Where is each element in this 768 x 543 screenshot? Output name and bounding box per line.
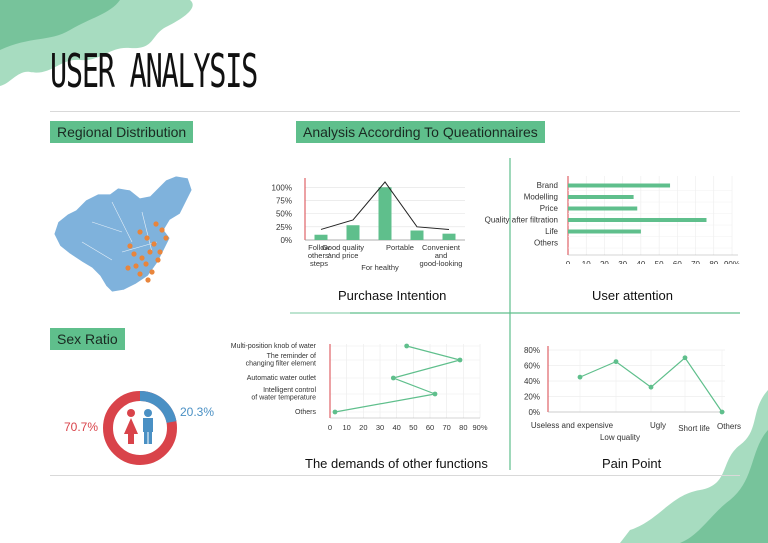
x-tick-label: 0 [328,423,332,432]
y-tick-label: 25% [276,223,292,232]
x-tick-label: 50 [409,423,417,432]
bar [410,230,424,240]
x-tick-label: 30 [618,260,627,264]
x-tick-label: 50 [655,260,664,264]
x-tick-label: Useless and expensive [531,421,614,430]
map-dots [125,221,169,283]
demands-caption: The demands of other functions [305,456,488,471]
y-tick-label: 80% [524,346,540,355]
y-tick-label: 40% [524,377,540,386]
category-label: Price [540,204,559,213]
category-label: Brand [537,181,558,190]
x-tick-label: 80 [459,423,467,432]
category-label: Intelligent control of water temperature [251,387,316,402]
x-tick-label: 90% [724,260,740,264]
data-point [577,374,583,380]
sex-ratio-label: Sex Ratio [50,328,125,350]
y-tick-label: 75% [276,196,292,205]
x-tick-label: 40 [392,423,400,432]
data-point [390,375,396,381]
x-tick-label: Convenient and good-looking [420,243,463,268]
x-tick-label: 40 [636,260,645,264]
x-tick-label: 30 [376,423,384,432]
male-icon [143,409,153,444]
page-title: USER ANALYSIS [50,44,258,98]
data-point [404,343,410,349]
x-tick-label: 20 [600,260,609,264]
x-tick-label: Good quality and price [322,243,364,260]
category-label: Quality after filtration [485,216,558,225]
y-tick-label: 20% [524,393,540,402]
category-label: Others [295,409,317,416]
y-tick-label: 0% [528,408,540,417]
purchase-intention-caption: Purchase Intention [338,288,447,303]
x-tick-label: Short life [678,424,710,433]
data-point [682,355,688,361]
x-tick-label: For healthy [361,263,399,272]
bar [442,233,456,240]
x-tick-label: 10 [342,423,350,432]
data-point [432,391,438,397]
data-point [332,409,338,415]
x-tick-label: 10 [582,260,591,264]
category-label: Modelling [524,193,558,202]
data-point [719,409,725,415]
user-attention-chart: 0 10 20 30 40 50 60 70 80 90% Brand Modelling Price Q… [485,176,740,264]
female-percentage: 70.7% [64,420,99,434]
x-tick-label: 90% [472,423,487,432]
china-map [53,175,193,293]
bar [568,229,641,234]
category-label: The reminder of changing filter element [246,353,316,368]
data-point [613,359,619,365]
male-arc [139,390,177,424]
category-label: Automatic water outlet [247,375,316,382]
data-point [648,384,654,390]
footer-divider [50,475,740,476]
x-tick-label: Others [717,422,741,431]
series-line [334,345,463,413]
regional-distribution-label: Regional Distribution [50,121,194,143]
demands-chart: 0 10 20 30 40 50 60 70 80 90% Multi-position knob … [231,343,488,432]
pain-point-chart: 80% 60% 40% 20% 0% Useless and expensive Low q… [524,346,741,442]
x-tick-label: 20 [359,423,367,432]
questionnaire-analysis-label: Analysis According To Queationnaires [296,121,545,143]
bar [378,187,392,240]
female-icon [124,409,138,444]
x-tick-label: 60 [426,423,434,432]
bar [346,225,360,240]
header-divider [50,111,740,112]
category-label: Others [534,239,558,248]
bar [314,234,328,240]
category-label: Multi-position knob of water [231,343,317,350]
x-tick-label: 60 [673,260,682,264]
y-tick-label: 0% [280,236,292,245]
sex-ratio-donut [103,390,177,465]
x-tick-label: 70 [442,423,450,432]
x-tick-label: 70 [691,260,700,264]
bar [568,206,638,211]
bar [568,218,707,222]
pain-point-caption: Pain Point [602,456,662,471]
china-map-shape [53,175,193,293]
trend-line [320,181,450,230]
category-label: Life [545,227,558,236]
x-tick-label: Ugly [650,421,666,430]
y-tick-label: 100% [272,183,292,192]
y-tick-label: 60% [524,362,540,371]
x-tick-label: Follow others' steps [308,243,331,268]
quadrant-divider [290,158,740,470]
x-tick-label: 0 [566,260,571,264]
user-attention-caption: User attention [592,288,673,303]
x-tick-label: 80 [709,260,718,264]
x-tick-label: Portable [386,243,414,252]
y-tick-label: 50% [276,210,292,219]
bar [568,195,634,199]
x-tick-label: Low quality [600,433,640,442]
male-percentage: 20.3% [180,405,215,419]
data-point [457,357,463,363]
bar [568,183,671,188]
